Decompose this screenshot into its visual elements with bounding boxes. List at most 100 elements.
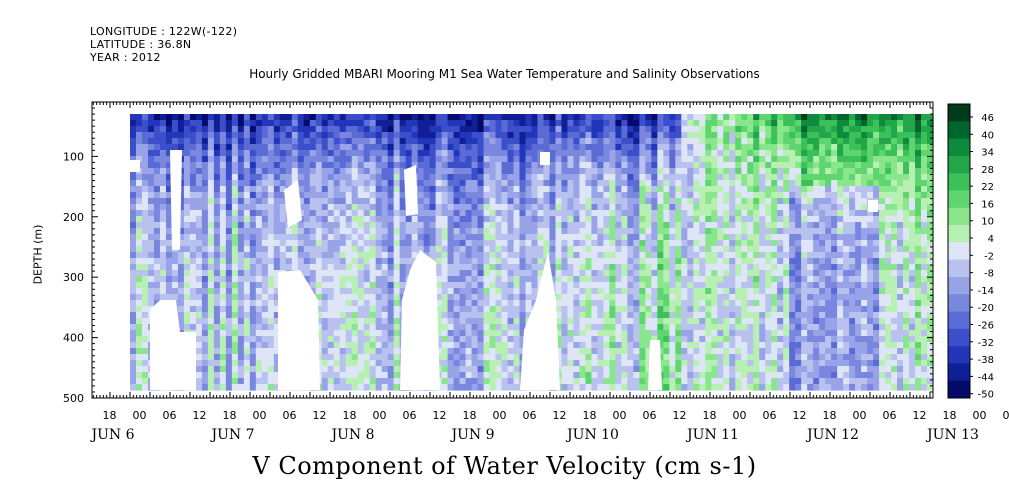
- heatmap-cell: [321, 138, 329, 145]
- heatmap-cell: [729, 318, 736, 325]
- heatmap-cell: [651, 228, 658, 235]
- heatmap-cell: [555, 246, 563, 253]
- heatmap-cell: [375, 378, 383, 385]
- heatmap-cell: [387, 312, 395, 319]
- heatmap-cell: [717, 180, 724, 187]
- heatmap-cell: [333, 342, 341, 349]
- heatmap-cell: [597, 216, 605, 223]
- heatmap-cell: [633, 336, 640, 343]
- heatmap-cell: [345, 216, 353, 223]
- heatmap-cell: [345, 258, 353, 265]
- heatmap-cell: [699, 114, 706, 121]
- heatmap-cell: [201, 342, 209, 349]
- heatmap-cell: [141, 198, 149, 205]
- heatmap-cell: [213, 378, 221, 385]
- heatmap-cell: [213, 336, 221, 343]
- heatmap-cell: [603, 216, 610, 223]
- heatmap-cell: [555, 234, 563, 241]
- heatmap-cell: [375, 240, 383, 247]
- heatmap-cell: [297, 264, 305, 271]
- heatmap-cell: [423, 234, 431, 241]
- heatmap-cell: [561, 336, 569, 343]
- heatmap-cell: [627, 348, 634, 355]
- heatmap-cell: [669, 354, 676, 361]
- heatmap-cell: [387, 384, 395, 391]
- heatmap-cell: [387, 300, 395, 307]
- heatmap-cell: [759, 126, 766, 133]
- heatmap-cell: [309, 180, 317, 187]
- heatmap-cell: [345, 198, 353, 205]
- heatmap-cell: [681, 306, 688, 313]
- heatmap-cell: [345, 354, 353, 361]
- heatmap-cell: [363, 210, 371, 217]
- heatmap-cell: [657, 186, 664, 193]
- heatmap-cell: [417, 150, 425, 157]
- heatmap-cell: [369, 126, 377, 133]
- heatmap-cell: [465, 192, 473, 199]
- heatmap-cell: [213, 348, 221, 355]
- heatmap-cell: [651, 210, 658, 217]
- heatmap-cell: [723, 126, 730, 133]
- heatmap-cell: [315, 324, 323, 331]
- heatmap-cell: [561, 156, 569, 163]
- heatmap-cell: [717, 156, 724, 163]
- heatmap-cell: [297, 180, 305, 187]
- heatmap-cell: [771, 294, 778, 301]
- heatmap-cell: [681, 174, 688, 181]
- heatmap-cell: [603, 288, 610, 295]
- heatmap-cell: [273, 306, 281, 313]
- heatmap-cell: [321, 144, 329, 151]
- heatmap-cell: [315, 186, 323, 193]
- heatmap-cell: [765, 126, 772, 133]
- heatmap-cell: [435, 144, 443, 151]
- heatmap-cell: [267, 342, 275, 349]
- heatmap-cell: [513, 198, 521, 205]
- heatmap-cell: [585, 138, 593, 145]
- heatmap-cell: [225, 120, 233, 127]
- heatmap-cell: [183, 186, 191, 193]
- heatmap-cell: [393, 318, 401, 325]
- heatmap-cell: [615, 372, 622, 379]
- heatmap-cell: [255, 318, 263, 325]
- heatmap-cell: [309, 156, 317, 163]
- heatmap-cell: [675, 162, 682, 169]
- heatmap-cell: [381, 228, 389, 235]
- heatmap-cell: [219, 384, 227, 391]
- heatmap-cell: [249, 192, 257, 199]
- heatmap-cell: [567, 180, 575, 187]
- heatmap-cell: [519, 246, 527, 253]
- heatmap-cell: [195, 120, 203, 127]
- heatmap-cell: [381, 324, 389, 331]
- heatmap-cell: [501, 336, 509, 343]
- heatmap-cell: [333, 174, 341, 181]
- heatmap-cell: [273, 288, 281, 295]
- heatmap-cell: [639, 228, 646, 235]
- heatmap-cell: [681, 384, 688, 391]
- heatmap-cell: [363, 198, 371, 205]
- heatmap-cell: [321, 288, 329, 295]
- heatmap-cell: [573, 204, 581, 211]
- heatmap-cell: [363, 234, 371, 241]
- heatmap-cell: [369, 132, 377, 139]
- heatmap-cell: [561, 288, 569, 295]
- heatmap-cell: [249, 168, 257, 175]
- heatmap-cell: [267, 192, 275, 199]
- heatmap-cell: [621, 114, 628, 121]
- heatmap-cell: [711, 324, 718, 331]
- heatmap-cell: [309, 246, 317, 253]
- heatmap-cell: [495, 150, 503, 157]
- heatmap-cell: [357, 258, 365, 265]
- heatmap-cell: [639, 336, 646, 343]
- heatmap-cell: [237, 126, 245, 133]
- heatmap-cell: [195, 336, 203, 343]
- heatmap-cell: [723, 306, 730, 313]
- heatmap-cell: [459, 366, 467, 373]
- heatmap-cell: [153, 240, 161, 247]
- heatmap-cell: [579, 264, 587, 271]
- heatmap-cell: [183, 276, 191, 283]
- heatmap-cell: [303, 210, 311, 217]
- heatmap-cell: [621, 348, 628, 355]
- heatmap-cell: [255, 342, 263, 349]
- heatmap-cell: [735, 156, 742, 163]
- heatmap-cell: [471, 360, 479, 367]
